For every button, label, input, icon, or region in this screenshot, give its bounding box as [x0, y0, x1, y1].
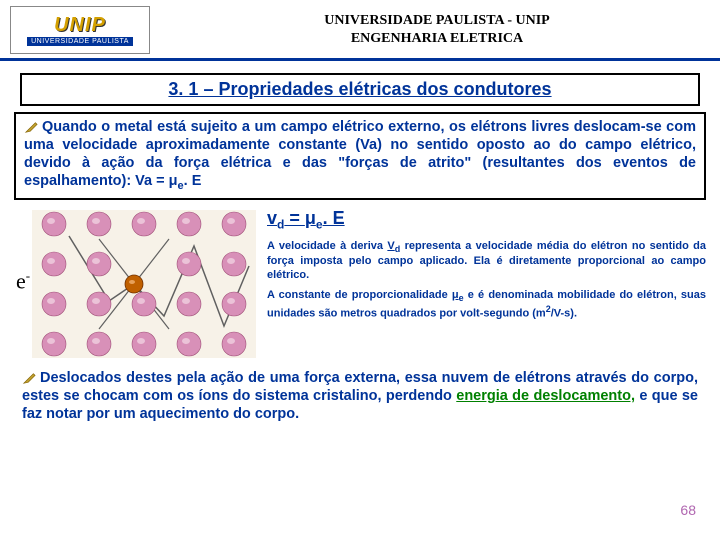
mid-right-column: vd = μe. E A velocidade à deriva Vd repr… — [267, 206, 706, 361]
formula-eq: = — [284, 208, 305, 228]
section-title-box: 3. 1 – Propriedades elétricas dos condut… — [20, 73, 700, 106]
expl2-c: /V-s). — [551, 308, 577, 320]
electron-label: e- — [16, 268, 30, 294]
header-line-2: ENGENHARIA ELETRICA — [164, 30, 710, 48]
diagram-svg — [14, 206, 259, 361]
page-number: 68 — [680, 502, 696, 518]
logo-top-text: UNIP — [54, 14, 106, 37]
formula-e: e — [316, 218, 323, 232]
unip-logo: UNIP UNIVERSIDADE PAULISTA — [10, 6, 150, 54]
para2-green: energia de deslocamento, — [456, 388, 635, 404]
paragraph-2: Deslocados destes pela ação de uma força… — [14, 365, 706, 427]
header-line-1: UNIVERSIDADE PAULISTA - UNIP — [164, 12, 710, 30]
electron-diagram: e- — [14, 206, 259, 361]
formula-v: v — [267, 208, 277, 228]
paragraph-1: Quando o metal está sujeito a um campo e… — [14, 112, 706, 200]
formula-post: . E — [323, 208, 345, 228]
electron-minus: - — [26, 268, 30, 283]
header-title: UNIVERSIDADE PAULISTA - UNIP ENGENHARIA … — [164, 12, 710, 48]
expl2-a: A constante de proporcionalidade — [267, 289, 452, 301]
pen-icon — [24, 120, 38, 134]
explanation-2: A constante de proporcionalidade μe e é … — [267, 289, 706, 322]
page-header: UNIP UNIVERSIDADE PAULISTA UNIVERSIDADE … — [0, 0, 720, 61]
explanation-1: A velocidade à deriva Vd representa a ve… — [267, 240, 706, 283]
expl2-mu: μe — [452, 289, 464, 301]
expl1-vd: Vd — [387, 240, 400, 252]
para1-mu: μ — [169, 173, 178, 189]
logo-bottom-text: UNIVERSIDADE PAULISTA — [27, 37, 133, 46]
drift-formula: vd = μe. E — [267, 208, 706, 232]
formula-mu: μ — [305, 208, 316, 228]
para1-text-pre: Quando o metal está sujeito a um campo e… — [24, 119, 696, 189]
expl1-a: A velocidade à deriva — [267, 240, 387, 252]
section-title: 3. 1 – Propriedades elétricas dos condut… — [168, 79, 551, 99]
para1-text-post: . E — [184, 173, 202, 189]
mid-row: e- vd = μe. E A velocidade à deriva Vd r… — [14, 206, 706, 361]
electron-e: e — [16, 268, 26, 293]
pen-icon — [22, 371, 36, 385]
